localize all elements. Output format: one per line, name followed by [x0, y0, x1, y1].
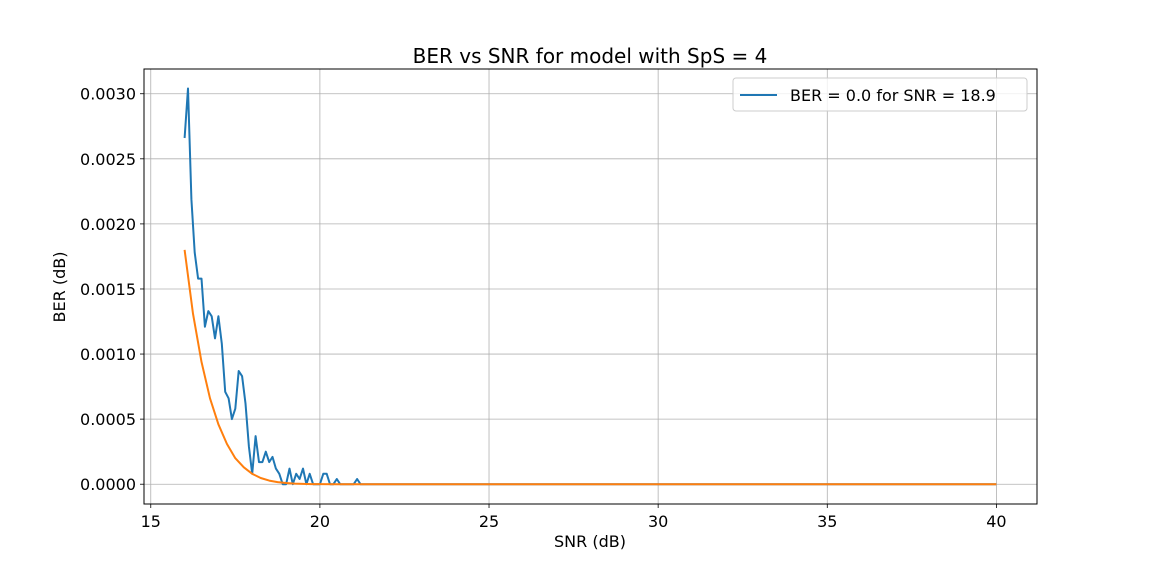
legend-box — [732, 77, 1028, 112]
x-tick-label: 35 — [817, 512, 837, 531]
axis-ticks: 15 20 25 30 35 40 0.0000 0.0005 0.0010 0.0015 0.00… — [80, 85, 1007, 531]
y-tick-label: 0.0010 — [80, 345, 136, 364]
x-tick-label: 20 — [310, 512, 330, 531]
x-axis-label: SNR (dB) — [554, 532, 626, 551]
y-tick-label: 0.0000 — [80, 475, 136, 494]
plot-frame — [143, 68, 1038, 505]
y-tick-label: 0.0015 — [80, 280, 136, 299]
x-tick-label: 40 — [986, 512, 1006, 531]
y-tick-label: 0.0005 — [80, 410, 136, 429]
x-tick-label: 30 — [648, 512, 668, 531]
plot-lines — [183, 87, 997, 486]
legend-label: BER = 0.0 for SNR = 18.9 — [790, 86, 996, 105]
legend: BER = 0.0 for SNR = 18.9 — [732, 77, 1028, 112]
chart-title: BER vs SNR for model with SpS = 4 — [413, 44, 768, 68]
x-tick-label: 25 — [479, 512, 499, 531]
theoretical-ber-line — [183, 249, 997, 486]
x-tick-label: 15 — [141, 512, 161, 531]
y-axis-label: BER (dB) — [50, 252, 69, 323]
y-tick-label: 0.0020 — [80, 215, 136, 234]
y-tick-label: 0.0025 — [80, 150, 136, 169]
y-tick-label: 0.0030 — [80, 85, 136, 104]
